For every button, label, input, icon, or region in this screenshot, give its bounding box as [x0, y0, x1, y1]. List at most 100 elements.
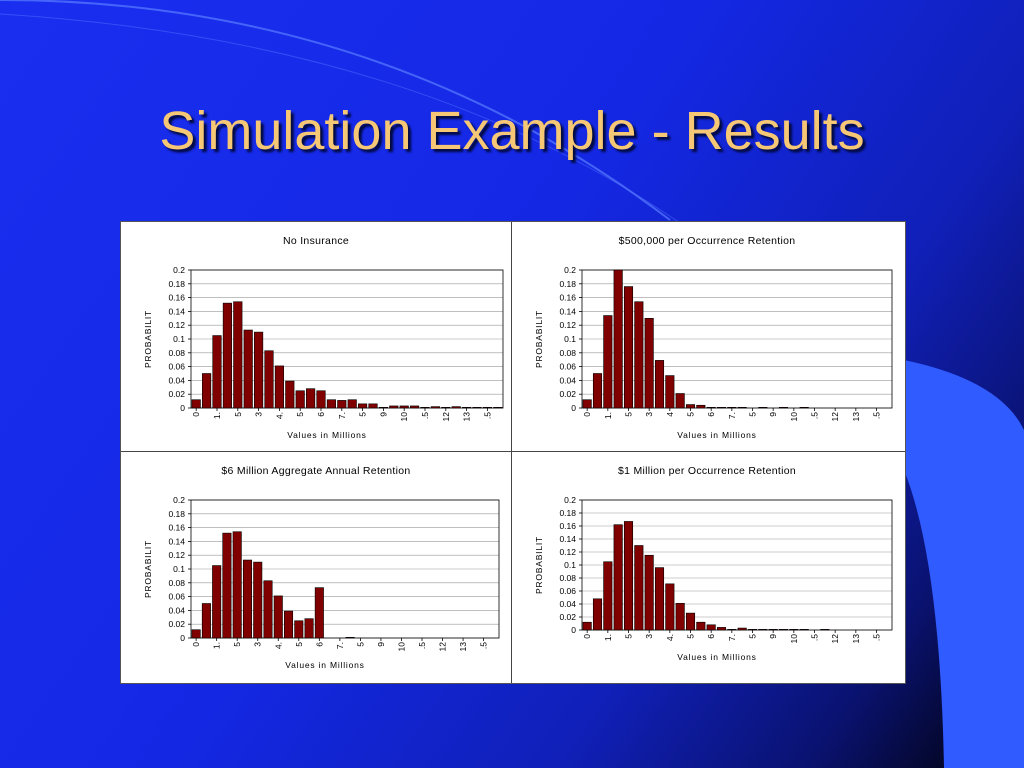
x-tick-label: 5 [686, 412, 696, 417]
x-tick-label: 5 [295, 412, 305, 417]
x-tick-label: 3 [644, 412, 654, 417]
y-tick-label: 0.2 [173, 265, 185, 275]
bar [799, 407, 809, 409]
y-axis-label: PROBABILIT [143, 310, 153, 368]
x-tick-label: 4. [273, 642, 283, 649]
x-tick-label: 6 [314, 642, 324, 647]
x-tick-label: 4 [665, 412, 675, 417]
bar [654, 360, 665, 409]
x-tick-label: 12 [438, 642, 448, 652]
x-tick-label: 5 [748, 634, 758, 639]
y-tick-label: 0.08 [168, 348, 185, 358]
chart-500k-occurrence-retention: $500,000 per Occurrence Retention 0 0.02 0.… [512, 222, 902, 451]
y-tick-label: 0.08 [559, 573, 576, 583]
bar [233, 301, 243, 409]
x-tick-label: 5 [624, 412, 634, 417]
bar [603, 561, 613, 631]
x-axis-label: Values in Millions [677, 652, 756, 662]
x-tick-label: 9 [768, 412, 778, 417]
bar [665, 583, 675, 631]
x-tick-label: .5 [810, 634, 820, 641]
x-tick-label: 5 [294, 642, 304, 647]
bar [441, 407, 451, 409]
y-tick-label: 0.14 [168, 306, 185, 316]
x-tick-label: 7. [727, 634, 737, 641]
bar [191, 399, 201, 409]
bar [493, 407, 503, 409]
chart-title: $500,000 per Occurrence Retention [619, 235, 796, 247]
y-tick-label: 0.08 [559, 348, 576, 358]
bar [758, 629, 768, 631]
y-tick-label: 0.1 [564, 560, 576, 570]
y-axis-label: PROBABILIT [534, 536, 544, 594]
bar [696, 621, 706, 631]
plot-frame [190, 499, 500, 639]
x-tick-label: 0 [582, 634, 592, 639]
y-tick-label: 0.02 [559, 389, 576, 399]
bar [634, 545, 644, 631]
x-tick-label: 4. [665, 634, 675, 641]
bar [778, 629, 789, 631]
x-tick-label: 6 [706, 634, 716, 639]
x-tick-label: .5 [872, 412, 882, 419]
x-tick-label: 1. [603, 412, 613, 419]
bar [285, 380, 295, 409]
x-axis-label: Values in Millions [285, 660, 364, 670]
bar [389, 405, 399, 409]
x-tick-label: 5 [686, 634, 696, 639]
chart-svg-3: $1 Million per Occurrence Retention 0 0.02… [534, 465, 893, 662]
bar [451, 406, 461, 409]
bar [592, 598, 603, 631]
x-tick-label: 5 [232, 642, 242, 647]
x-tick-label: 0 [191, 642, 201, 647]
y-tick-label: 0.18 [168, 279, 185, 289]
y-tick-label: 0 [571, 403, 576, 413]
bar [623, 286, 634, 409]
x-axis-label: Values in Millions [677, 430, 756, 440]
bar [737, 407, 747, 409]
y-tick-label: 0.04 [559, 375, 576, 385]
x-tick-label: .5 [482, 412, 492, 419]
y-tick-label: 0.12 [559, 547, 576, 557]
bar [768, 629, 778, 631]
bar [399, 405, 409, 409]
x-tick-label: 7. [727, 412, 737, 419]
x-tick-label: .5 [810, 412, 820, 419]
bar [472, 407, 482, 409]
bar [274, 365, 284, 409]
x-tick-label: 13 [458, 642, 468, 652]
bar [316, 390, 326, 409]
plot-frame [581, 499, 893, 631]
bar [410, 405, 420, 409]
bar [254, 331, 264, 409]
bar [347, 399, 357, 409]
bar [202, 373, 212, 409]
y-tick-label: 0.06 [559, 362, 576, 372]
chart-title: No Insurance [283, 235, 349, 247]
x-tick-label: 3 [253, 642, 263, 647]
bar [358, 403, 368, 409]
background-arc-line [0, 0, 671, 221]
y-tick-label: 0.12 [168, 550, 185, 560]
x-tick-label: 12 [441, 412, 451, 422]
bar [706, 407, 716, 409]
bar [789, 629, 799, 631]
y-tick-label: 0 [180, 633, 185, 643]
x-tick-label: .5 [479, 642, 489, 649]
bar [727, 407, 737, 409]
bar [232, 531, 242, 639]
chart-svg-1: $500,000 per Occurrence Retention 0 0.02 0.… [534, 235, 893, 440]
chart-title: $1 Million per Occurrence Retention [618, 465, 796, 477]
x-tick-label: 5 [233, 412, 243, 417]
y-tick-label: 0.14 [168, 536, 185, 546]
bar [582, 621, 592, 631]
bar [654, 567, 665, 631]
bar [727, 629, 737, 631]
x-tick-label: .5 [872, 634, 882, 641]
bar [778, 407, 789, 409]
y-tick-label: 0.04 [168, 375, 185, 385]
x-tick-label: 10 [396, 642, 406, 652]
bar [685, 612, 696, 631]
x-tick-label: 0 [582, 412, 592, 417]
